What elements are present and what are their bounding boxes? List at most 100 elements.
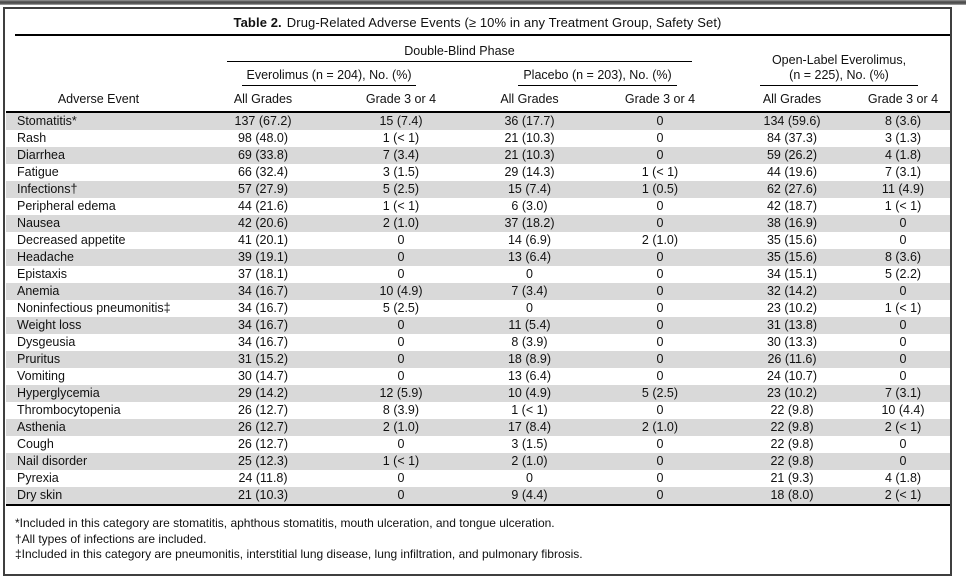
blank-header-cell	[6, 62, 191, 86]
value-cell-placebo-all-grades: 14 (6.9)	[507, 233, 552, 247]
table-title-prefix: Table 2.	[233, 15, 282, 30]
adverse-event-column-header: Adverse Event	[6, 86, 191, 113]
blank-header-cell	[6, 36, 191, 62]
placebo-group-header: Placebo (n = 203), No. (%)	[467, 62, 728, 86]
value-cell-everolimus-grade-3-4: 3 (1.5)	[382, 165, 420, 179]
value-cell-everolimus-all-grades: 25 (12.3)	[237, 454, 289, 468]
value-cell-everolimus-grade-3-4: 10 (4.9)	[379, 284, 423, 298]
value-cell-open-label-all-grades: 21 (9.3)	[770, 471, 814, 485]
footnote-stomatitis: *Included in this category are stomatiti…	[15, 516, 555, 530]
table-row: Nausea 42 (20.6) 2 (1.0) 37 (18.2) 0 38 …	[6, 215, 951, 232]
value-cell-open-label-grade-3-4: 0	[899, 352, 907, 366]
value-cell-open-label-grade-3-4: 0	[899, 437, 907, 451]
value-cell-placebo-grade-3-4: 2 (1.0)	[641, 420, 679, 434]
table-row: Peripheral edema 44 (21.6) 1 (< 1) 6 (3.…	[6, 198, 950, 215]
adverse-event-cell: Diarrhea	[17, 148, 65, 162]
value-cell-placebo-grade-3-4: 5 (2.5)	[641, 386, 679, 400]
open-label-line-2: (n = 225), No. (%)	[789, 67, 889, 82]
value-cell-everolimus-grade-3-4: 2 (1.0)	[382, 216, 420, 230]
value-cell-placebo-grade-3-4: 0	[656, 471, 664, 485]
value-cell-placebo-grade-3-4: 0	[656, 199, 664, 213]
value-cell-open-label-all-grades: 62 (27.6)	[766, 182, 818, 196]
value-cell-open-label-grade-3-4: 2 (< 1)	[856, 487, 951, 506]
value-cell-everolimus-grade-3-4: 5 (2.5)	[382, 301, 420, 315]
value-cell-open-label-grade-3-4: 0	[899, 369, 907, 383]
value-cell-open-label-all-grades: 34 (15.1)	[766, 267, 818, 281]
value-cell-placebo-all-grades: 9 (4.4)	[467, 487, 592, 506]
adverse-event-cell: Vomiting	[17, 369, 65, 383]
value-cell-open-label-grade-3-4: 0	[899, 216, 907, 230]
value-cell-placebo-grade-3-4: 0	[656, 335, 664, 349]
adverse-event-cell: Epistaxis	[17, 267, 68, 281]
value-cell-everolimus-grade-3-4: 0	[397, 352, 405, 366]
value-cell-everolimus-grade-3-4: 0	[397, 471, 405, 485]
adverse-event-cell: Peripheral edema	[17, 199, 116, 213]
value-cell-everolimus-all-grades: 41 (20.1)	[237, 233, 289, 247]
value-cell-placebo-all-grades: 0	[526, 301, 533, 315]
value-cell-placebo-grade-3-4: 0	[656, 267, 664, 281]
value-cell-open-label-grade-3-4: 0	[899, 318, 907, 332]
value-cell-everolimus-all-grades: 69 (33.8)	[237, 148, 289, 162]
adverse-event-cell: Pyrexia	[17, 471, 59, 485]
value-cell-open-label-all-grades: 59 (26.2)	[766, 148, 818, 162]
table-row: Decreased appetite 41 (20.1) 0 14 (6.9) …	[6, 232, 950, 249]
value-cell-open-label-all-grades: 23 (10.2)	[766, 386, 818, 400]
adverse-event-cell: Stomatitis*	[17, 114, 77, 128]
value-cell-open-label-all-grades: 18 (8.0)	[728, 487, 856, 506]
value-cell-everolimus-all-grades: 21 (10.3)	[191, 487, 335, 506]
table-row: Dry skin 21 (10.3) 0 9 (4.4) 0 18 (8.0) …	[6, 487, 951, 506]
group-header-row-top: Double-Blind Phase Open-Label Everolimus…	[6, 36, 950, 86]
value-cell-everolimus-all-grades: 26 (12.7)	[237, 420, 289, 434]
everolimus-all-grades-header: All Grades	[191, 86, 335, 113]
value-cell-open-label-all-grades: 42 (18.7)	[766, 199, 818, 213]
value-cell-open-label-grade-3-4: 1 (< 1)	[884, 301, 922, 315]
value-cell-placebo-grade-3-4: 0	[656, 148, 664, 162]
value-cell-placebo-grade-3-4: 2 (1.0)	[641, 233, 679, 247]
adverse-event-cell: Anemia	[17, 284, 60, 298]
value-cell-open-label-grade-3-4: 1 (< 1)	[884, 199, 922, 213]
double-blind-phase-header: Double-Blind Phase	[191, 36, 728, 62]
value-cell-everolimus-all-grades: 37 (18.1)	[237, 267, 289, 281]
group-header-row-arms: Everolimus (n = 204), No. (%) Placebo (n…	[6, 62, 950, 86]
value-cell-placebo-grade-3-4: 0	[592, 487, 728, 506]
open-label-all-grades-header: All Grades	[728, 86, 856, 113]
column-header-row: Adverse Event All Grades Grade 3 or 4 Al…	[6, 86, 951, 113]
double-blind-phase-label: Double-Blind Phase	[227, 44, 692, 62]
value-cell-open-label-all-grades: 35 (15.6)	[766, 233, 818, 247]
value-cell-placebo-all-grades: 13 (6.4)	[507, 369, 552, 383]
value-cell-placebo-grade-3-4: 0	[656, 403, 664, 417]
table-title-text: Drug-Related Adverse Events (≥ 10% in an…	[286, 15, 722, 30]
title-rule	[15, 34, 950, 36]
value-cell-placebo-grade-3-4: 0	[656, 114, 664, 128]
adverse-event-cell: Noninfectious pneumonitis‡	[17, 301, 171, 315]
value-cell-everolimus-grade-3-4: 5 (2.5)	[382, 182, 420, 196]
value-cell-open-label-all-grades: 38 (16.9)	[766, 216, 818, 230]
everolimus-group-header: Everolimus (n = 204), No. (%)	[191, 62, 467, 86]
adverse-event-cell: Hyperglycemia	[17, 386, 100, 400]
adverse-event-cell: Pruritus	[17, 352, 61, 366]
value-cell-open-label-grade-3-4: 4 (1.8)	[884, 148, 922, 162]
value-cell-open-label-grade-3-4: 11 (4.9)	[881, 182, 925, 196]
value-cell-everolimus-all-grades: 29 (14.2)	[237, 386, 289, 400]
value-cell-placebo-all-grades: 13 (6.4)	[507, 250, 552, 264]
value-cell-placebo-all-grades: 21 (10.3)	[504, 131, 555, 145]
adverse-event-cell: Headache	[17, 250, 74, 264]
value-cell-placebo-all-grades: 1 (< 1)	[511, 403, 548, 417]
value-cell-open-label-grade-3-4: 0	[899, 233, 907, 247]
placebo-grade-3-4-header: Grade 3 or 4	[592, 86, 728, 113]
value-cell-placebo-all-grades: 8 (3.9)	[511, 335, 548, 349]
value-cell-open-label-grade-3-4: 8 (3.6)	[884, 250, 922, 264]
value-cell-placebo-grade-3-4: 0	[656, 284, 664, 298]
table-row: Headache 39 (19.1) 0 13 (6.4) 0 35 (15.6…	[6, 249, 951, 266]
adverse-event-cell: Fatigue	[17, 165, 59, 179]
value-cell-open-label-all-grades: 31 (13.8)	[766, 318, 818, 332]
value-cell-everolimus-grade-3-4: 0	[397, 335, 405, 349]
value-cell-open-label-grade-3-4: 8 (3.6)	[884, 114, 922, 128]
adverse-event-cell: Nail disorder	[17, 454, 88, 468]
value-cell-placebo-grade-3-4: 0	[656, 216, 664, 230]
value-cell-everolimus-grade-3-4: 2 (1.0)	[382, 420, 420, 434]
value-cell-placebo-all-grades: 3 (1.5)	[511, 437, 548, 451]
placebo-group-label: Placebo (n = 203), No. (%)	[518, 68, 677, 86]
value-cell-placebo-all-grades: 15 (7.4)	[507, 182, 552, 196]
value-cell-open-label-all-grades: 35 (15.6)	[766, 250, 818, 264]
